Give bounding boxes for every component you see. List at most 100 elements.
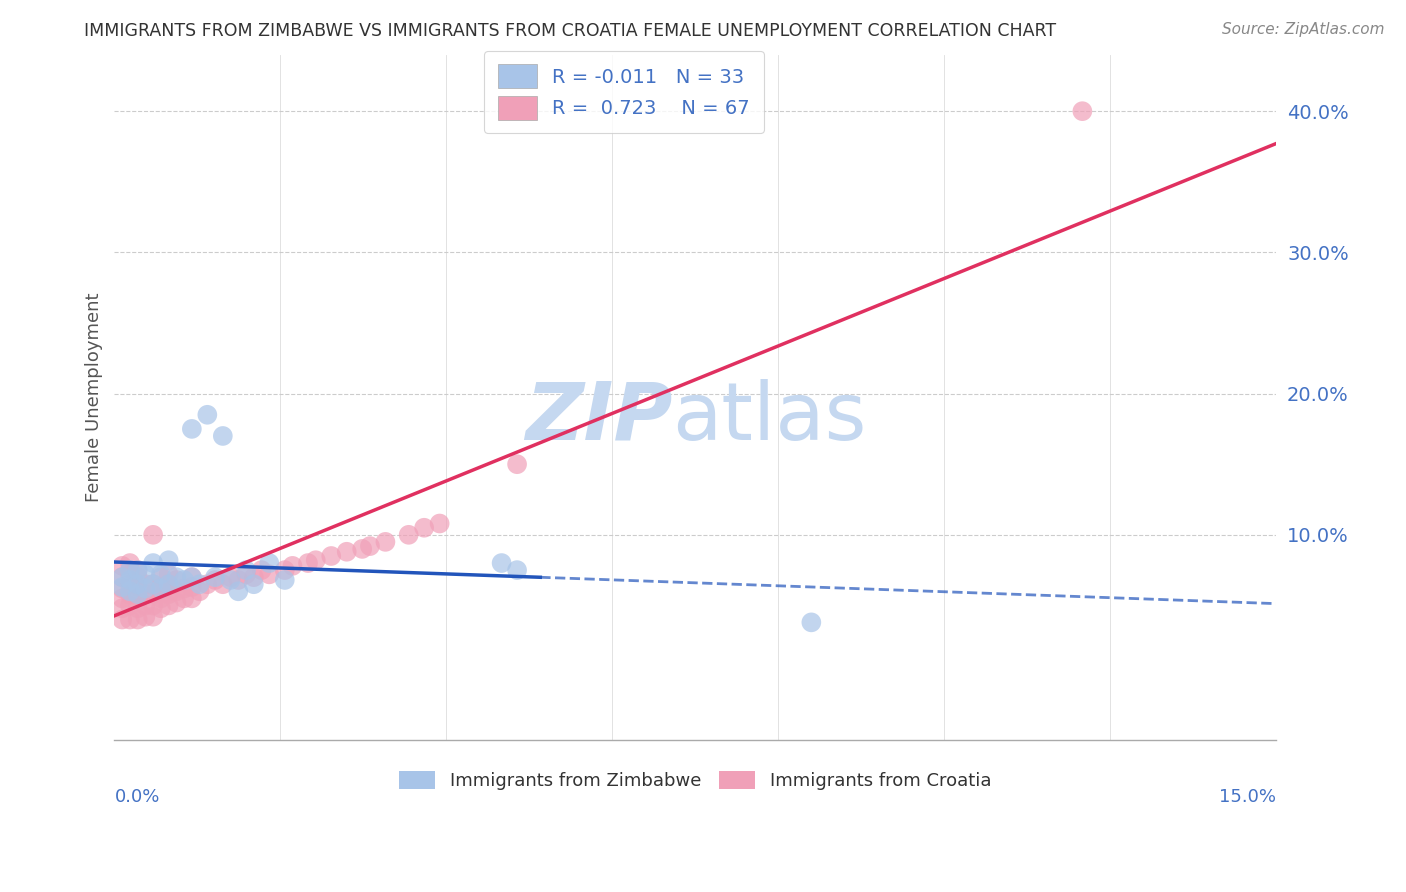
Point bbox=[413, 521, 436, 535]
Point bbox=[157, 567, 180, 582]
Point bbox=[142, 556, 165, 570]
Point bbox=[429, 516, 451, 531]
Point bbox=[398, 528, 420, 542]
Text: 15.0%: 15.0% bbox=[1219, 788, 1277, 805]
Point bbox=[165, 570, 187, 584]
Point bbox=[149, 570, 172, 584]
Point bbox=[118, 599, 141, 613]
Point bbox=[235, 567, 257, 582]
Point bbox=[134, 599, 156, 613]
Point bbox=[127, 590, 149, 604]
Point bbox=[180, 422, 202, 436]
Point bbox=[219, 573, 242, 587]
Point bbox=[297, 556, 319, 570]
Point bbox=[506, 563, 529, 577]
Point bbox=[173, 573, 195, 587]
Point bbox=[250, 563, 273, 577]
Point bbox=[157, 577, 180, 591]
Point bbox=[1071, 104, 1094, 119]
Point bbox=[165, 584, 187, 599]
Point bbox=[321, 549, 343, 563]
Point bbox=[188, 584, 211, 599]
Point bbox=[149, 580, 172, 594]
Point bbox=[134, 577, 156, 591]
Point bbox=[127, 563, 149, 577]
Point bbox=[111, 613, 134, 627]
Point bbox=[157, 587, 180, 601]
Point bbox=[204, 573, 226, 587]
Y-axis label: Female Unemployment: Female Unemployment bbox=[86, 293, 103, 502]
Point bbox=[111, 601, 134, 615]
Point bbox=[134, 609, 156, 624]
Point bbox=[111, 570, 134, 584]
Point bbox=[259, 556, 281, 570]
Point bbox=[142, 599, 165, 613]
Text: ZIP: ZIP bbox=[524, 379, 672, 457]
Point bbox=[157, 553, 180, 567]
Point bbox=[235, 563, 257, 577]
Point bbox=[211, 429, 233, 443]
Point bbox=[243, 570, 266, 584]
Point bbox=[127, 601, 149, 615]
Point bbox=[142, 577, 165, 591]
Point bbox=[173, 591, 195, 606]
Point bbox=[219, 570, 242, 584]
Point bbox=[195, 577, 218, 591]
Point bbox=[149, 591, 172, 606]
Point bbox=[118, 563, 141, 577]
Point bbox=[173, 582, 195, 596]
Point bbox=[149, 582, 172, 596]
Point bbox=[149, 567, 172, 582]
Point bbox=[180, 570, 202, 584]
Point bbox=[118, 584, 141, 599]
Point bbox=[336, 545, 359, 559]
Point bbox=[491, 556, 513, 570]
Point bbox=[274, 573, 297, 587]
Point bbox=[127, 613, 149, 627]
Point bbox=[118, 556, 141, 570]
Point bbox=[111, 582, 134, 596]
Point bbox=[134, 567, 156, 582]
Point bbox=[111, 591, 134, 606]
Point bbox=[180, 591, 202, 606]
Text: IMMIGRANTS FROM ZIMBABWE VS IMMIGRANTS FROM CROATIA FEMALE UNEMPLOYMENT CORRELAT: IMMIGRANTS FROM ZIMBABWE VS IMMIGRANTS F… bbox=[84, 22, 1056, 40]
Text: 0.0%: 0.0% bbox=[114, 788, 160, 805]
Point bbox=[243, 577, 266, 591]
Point bbox=[111, 580, 134, 594]
Point bbox=[226, 573, 249, 587]
Point bbox=[142, 577, 165, 591]
Point bbox=[188, 577, 211, 591]
Point bbox=[506, 457, 529, 471]
Legend: R = -0.011   N = 33, R =  0.723    N = 67: R = -0.011 N = 33, R = 0.723 N = 67 bbox=[484, 51, 763, 133]
Point bbox=[118, 573, 141, 587]
Point bbox=[157, 577, 180, 591]
Point bbox=[118, 567, 141, 582]
Point bbox=[111, 558, 134, 573]
Point bbox=[180, 580, 202, 594]
Point bbox=[180, 570, 202, 584]
Point bbox=[118, 613, 141, 627]
Point bbox=[259, 567, 281, 582]
Point bbox=[142, 528, 165, 542]
Point bbox=[127, 563, 149, 577]
Point bbox=[127, 577, 149, 591]
Point bbox=[127, 570, 149, 584]
Point bbox=[118, 577, 141, 591]
Point bbox=[305, 553, 328, 567]
Point bbox=[274, 563, 297, 577]
Point bbox=[211, 577, 233, 591]
Point bbox=[157, 599, 180, 613]
Point bbox=[142, 609, 165, 624]
Point bbox=[226, 584, 249, 599]
Point bbox=[134, 582, 156, 596]
Point bbox=[374, 534, 396, 549]
Point bbox=[359, 539, 381, 553]
Point bbox=[127, 587, 149, 601]
Text: atlas: atlas bbox=[672, 379, 866, 457]
Point bbox=[149, 601, 172, 615]
Point bbox=[352, 541, 374, 556]
Point bbox=[281, 558, 304, 573]
Point bbox=[165, 596, 187, 610]
Point bbox=[165, 573, 187, 587]
Point bbox=[195, 408, 218, 422]
